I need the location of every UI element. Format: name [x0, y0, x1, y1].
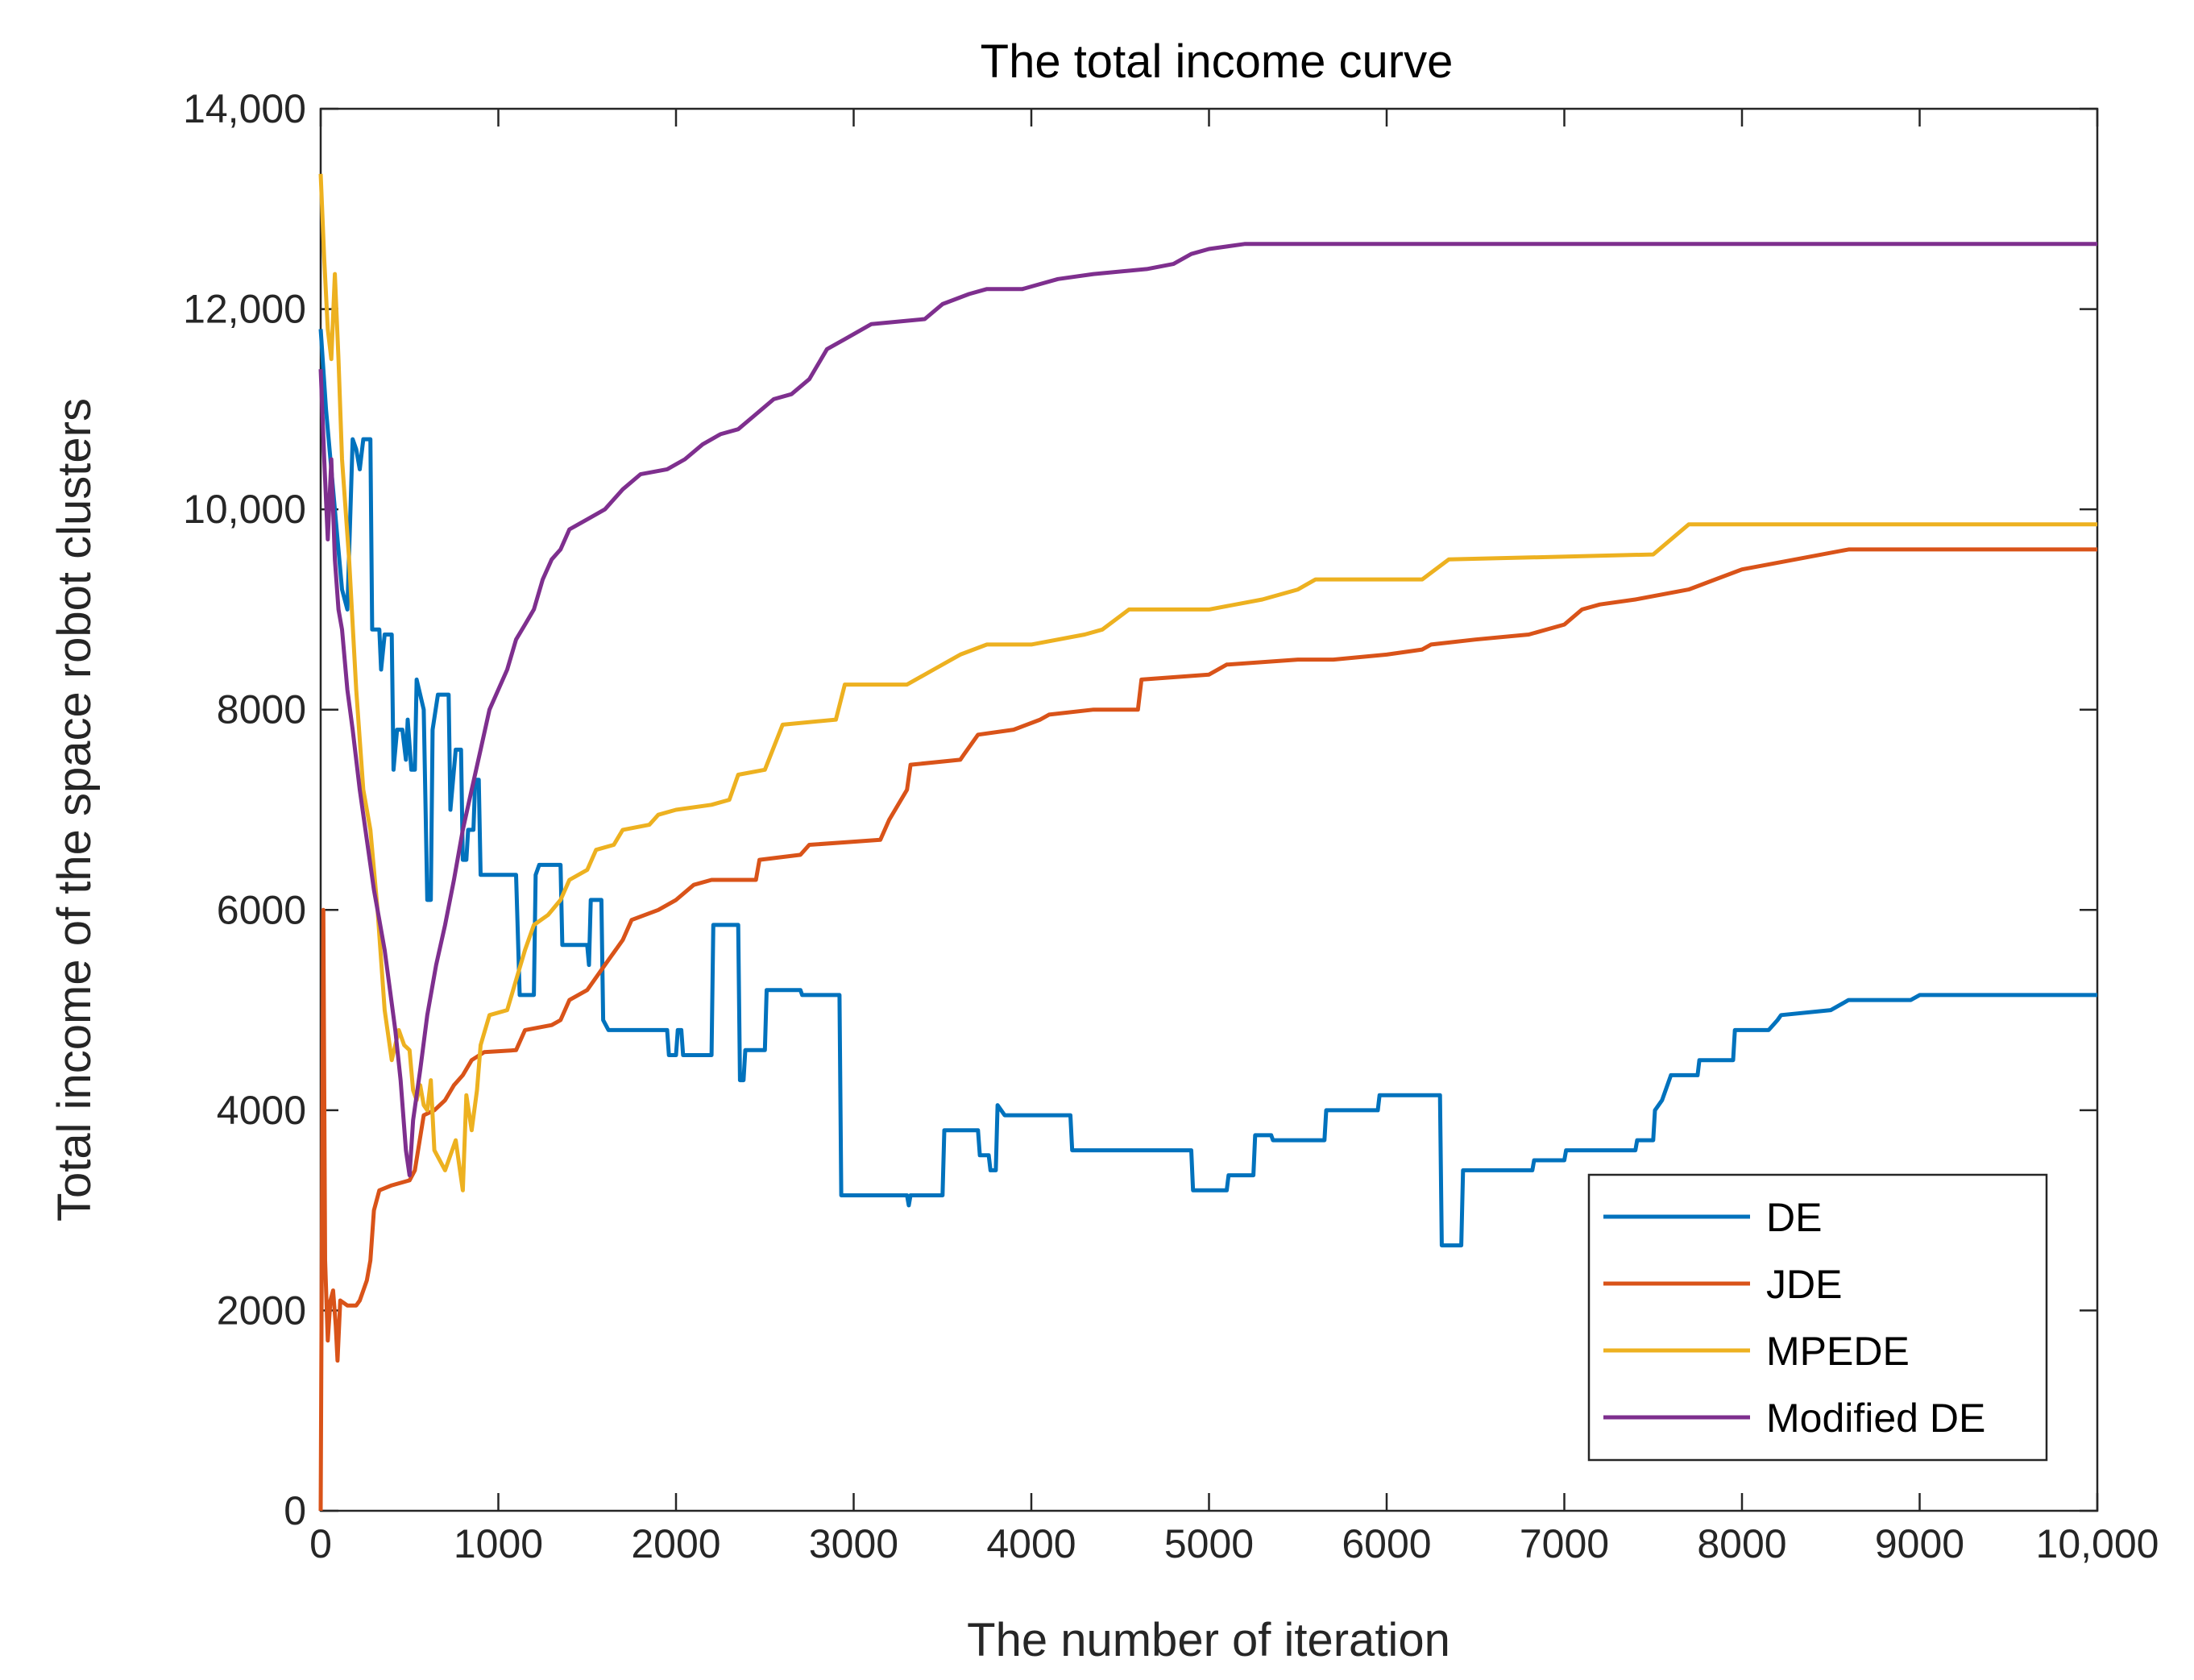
series-line-modified-de [318, 242, 2097, 1178]
y-tick-label: 2000 [217, 1288, 306, 1333]
chart-title: The total income curve [981, 35, 1454, 88]
x-tick-label: 9000 [1875, 1521, 1964, 1566]
legend-label: MPEDE [1766, 1329, 1910, 1374]
y-tick-label: 12,000 [183, 287, 306, 332]
legend-label: Modified DE [1766, 1396, 1985, 1441]
legend-label: JDE [1766, 1262, 1842, 1307]
series-line-de [318, 329, 2097, 1248]
x-tick-label: 8000 [1697, 1521, 1786, 1566]
x-tick-label: 2000 [631, 1521, 720, 1566]
legend-label: DE [1766, 1195, 1822, 1240]
y-tick-label: 4000 [217, 1088, 306, 1133]
series-line-mpede [318, 173, 2097, 1193]
x-axis: 0 1000 2000 3000 4000 5000 6000 7000 8000 9000 10,… [309, 109, 2159, 1566]
series-line-jde [318, 547, 2097, 1512]
x-tick-label: 1000 [454, 1521, 543, 1566]
y-tick-label: 10,000 [183, 487, 306, 532]
legend: DE JDE MPEDE Modified DE [1587, 1173, 2048, 1462]
x-tick-label: 6000 [1342, 1521, 1431, 1566]
x-axis-label: The number of iteration [967, 1614, 1450, 1666]
y-tick-label: 6000 [217, 887, 306, 932]
x-tick-label: 5000 [1164, 1521, 1254, 1566]
y-axis-label: Total income of the space robot clusters [48, 398, 101, 1222]
legend-box [1587, 1173, 2048, 1462]
x-tick-label: 3000 [809, 1521, 898, 1566]
x-tick-label: 7000 [1520, 1521, 1609, 1566]
series-lines [318, 173, 2097, 1512]
x-tick-label: 4000 [986, 1521, 1076, 1566]
x-tick-label: 0 [309, 1521, 332, 1566]
x-tick-label: 10,000 [2036, 1521, 2159, 1566]
y-tick-label: 8000 [217, 687, 306, 732]
y-axis: 0 2000 4000 6000 8000 10,000 12,000 14,000 [183, 86, 2097, 1533]
y-tick-label: 0 [284, 1488, 306, 1533]
y-tick-label: 14,000 [183, 86, 306, 131]
